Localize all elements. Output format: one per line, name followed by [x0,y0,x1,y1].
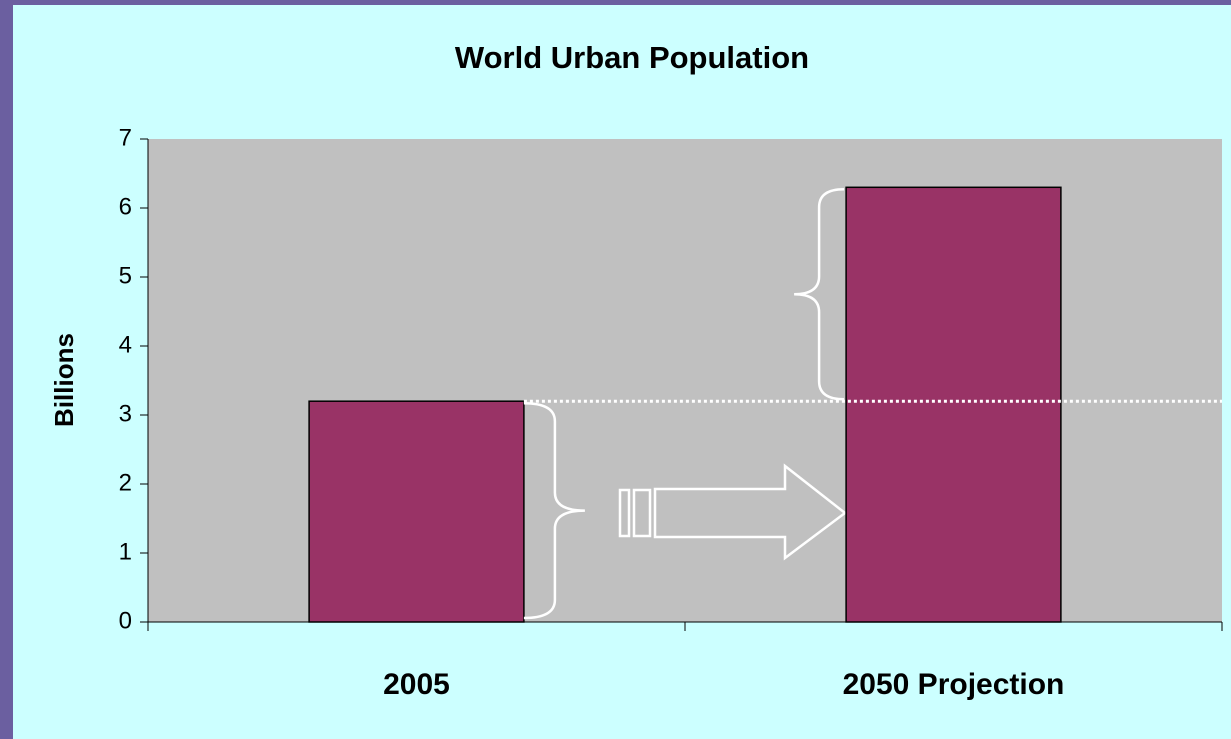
y-tick-label: 6 [119,193,132,220]
y-tick-label: 2 [119,469,132,496]
x-tick-label: 2005 [383,668,450,701]
arrow-body [653,463,848,561]
arrow [618,463,848,561]
y-tick-label: 4 [119,331,132,358]
y-tick-label: 7 [119,124,132,151]
chart-title: World Urban Population [455,40,809,75]
y-tick-label: 0 [119,607,132,634]
y-tick-label: 3 [119,400,132,427]
brace-right [794,188,845,401]
bar [845,186,1062,623]
y-tick-label: 1 [119,538,132,565]
y-axis-label: Billions [49,333,79,427]
x-tick-label: 2050 Projection [843,668,1065,701]
bar [308,400,525,623]
arrow-tail-2 [632,488,652,538]
arrow-tail-1 [618,488,631,538]
y-tick-label: 5 [119,262,132,289]
brace-left [523,401,585,620]
